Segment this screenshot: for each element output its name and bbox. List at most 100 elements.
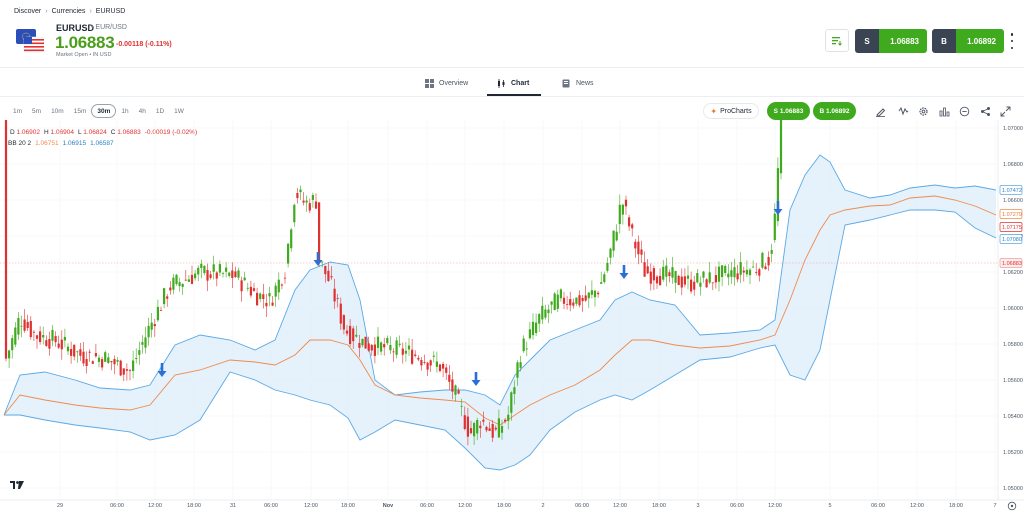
- timeframe-1m[interactable]: 1m: [13, 107, 23, 115]
- arrow-shaft: [316, 252, 320, 261]
- candle-body: [243, 277, 246, 281]
- breadcrumb-current: EURUSD: [95, 8, 126, 15]
- candle-body: [767, 256, 770, 266]
- candle-body: [717, 266, 721, 282]
- breadcrumb-currencies[interactable]: Currencies: [51, 8, 86, 15]
- candle-body: [249, 286, 252, 296]
- tab-chart[interactable]: Chart: [497, 70, 529, 96]
- candle-body: [631, 224, 634, 229]
- indicators-icon[interactable]: [896, 104, 910, 118]
- candle-body: [268, 293, 271, 297]
- price-axis-label: 1.05600: [1003, 378, 1023, 384]
- candle-body: [386, 337, 389, 344]
- price-axis[interactable]: 1.080001.078001.076001.074001.072001.070…: [1003, 120, 1023, 492]
- price-axis-label: 1.06000: [1003, 306, 1023, 312]
- price-chart[interactable]: 1.080001.078001.076001.074001.072001.070…: [0, 120, 1024, 514]
- filter-button[interactable]: [825, 29, 849, 52]
- current-price-tag: 1.06883: [999, 258, 1023, 268]
- candle-body: [668, 272, 671, 277]
- buy-price: 1.06892: [956, 29, 1004, 53]
- candle-body: [395, 340, 398, 355]
- candle-body: [29, 320, 32, 338]
- candle-body: [776, 168, 779, 222]
- candle-body: [745, 269, 748, 275]
- candle-body: [39, 331, 42, 343]
- timeframe-1d[interactable]: 1D: [155, 107, 165, 115]
- timeframe-1h[interactable]: 1h: [121, 107, 129, 115]
- candle-body: [566, 304, 569, 305]
- time-axis-label: 12:00: [910, 503, 924, 509]
- settings-dial-icon[interactable]: [1007, 501, 1017, 511]
- breadcrumb-discover[interactable]: Discover: [14, 8, 42, 15]
- candle-body: [203, 265, 206, 274]
- candle-body: [66, 346, 70, 352]
- settings-gear-icon[interactable]: [916, 104, 930, 118]
- candle-body: [122, 368, 125, 375]
- arrow-head: [313, 260, 323, 266]
- candle-body: [454, 385, 457, 395]
- sell-pill-button[interactable]: S 1.06883: [767, 102, 810, 120]
- time-axis-label: 12:00: [458, 503, 472, 509]
- candle-body: [507, 414, 510, 421]
- candle-body: [110, 360, 113, 363]
- candle-body: [20, 325, 23, 327]
- buy-pill-button[interactable]: B 1.06892: [813, 102, 856, 120]
- timeframe-4h[interactable]: 4h: [138, 107, 146, 115]
- candle-body: [535, 322, 538, 334]
- time-axis-label: 2: [541, 503, 544, 509]
- timeframe-10m[interactable]: 10m: [51, 107, 64, 115]
- share-icon[interactable]: [978, 104, 992, 118]
- bb-mid-tag-box: [999, 209, 1023, 219]
- chart-type-icon[interactable]: [937, 104, 951, 118]
- time-axis-label: 06:00: [575, 503, 589, 509]
- timeframe-15m[interactable]: 15m: [73, 107, 87, 115]
- arrow-shaft: [160, 363, 164, 372]
- instrument-change: -0.00118 (-0.11%): [116, 41, 172, 48]
- time-axis-label: 12:00: [613, 503, 627, 509]
- procharts-button[interactable]: ✦ ProCharts: [703, 103, 759, 119]
- candle-body: [724, 265, 727, 273]
- candle-body: [705, 279, 708, 288]
- down-arrow-icon: [157, 363, 167, 377]
- candle-body: [606, 262, 609, 271]
- more-options-icon[interactable]: [1008, 33, 1016, 49]
- sell-button[interactable]: S 1.06883: [855, 29, 927, 53]
- timeframe-1w[interactable]: 1W: [174, 107, 184, 115]
- candle-body: [153, 324, 156, 327]
- candle-body: [448, 374, 451, 382]
- time-axis[interactable]: 29 06:00 12:00 18:00 31 06:00 12:00 18:00 Nov 06:…: [57, 503, 997, 509]
- zoom-out-icon[interactable]: [957, 104, 971, 118]
- tab-overview[interactable]: Overview: [425, 70, 468, 96]
- candle-body: [674, 271, 677, 283]
- down-arrow-icon: [619, 265, 629, 279]
- candle-body: [311, 194, 314, 200]
- candle-body: [587, 292, 590, 299]
- tab-news[interactable]: News: [562, 70, 594, 96]
- candle-body: [380, 342, 383, 352]
- candle-body: [206, 270, 209, 281]
- candle-body: [528, 329, 531, 339]
- candle-body: [70, 349, 73, 356]
- time-axis-label: Nov: [383, 503, 394, 509]
- candle-body: [361, 338, 364, 346]
- candle-body: [228, 272, 231, 276]
- draw-tool-icon[interactable]: [873, 104, 887, 118]
- candle-body: [8, 350, 11, 359]
- current-price-tag-box: [999, 258, 1023, 268]
- candle-body: [172, 277, 175, 290]
- candle-body: [113, 359, 116, 365]
- buy-button[interactable]: B 1.06892: [932, 29, 1004, 53]
- price-axis-label: 1.05000: [1003, 486, 1023, 492]
- candle-body: [714, 275, 717, 283]
- timeframe-5m[interactable]: 5m: [32, 107, 42, 115]
- bollinger-band-fill: [4, 155, 996, 470]
- candle-body: [615, 231, 618, 241]
- candle-body: [73, 344, 76, 357]
- time-axis-label: 06:00: [420, 503, 434, 509]
- candle-body: [572, 302, 575, 306]
- candle-body: [116, 360, 119, 362]
- candle-body: [752, 266, 755, 268]
- arrow-head: [773, 209, 783, 215]
- fullscreen-icon[interactable]: [998, 104, 1012, 118]
- timeframe-30m[interactable]: 30m: [91, 104, 117, 118]
